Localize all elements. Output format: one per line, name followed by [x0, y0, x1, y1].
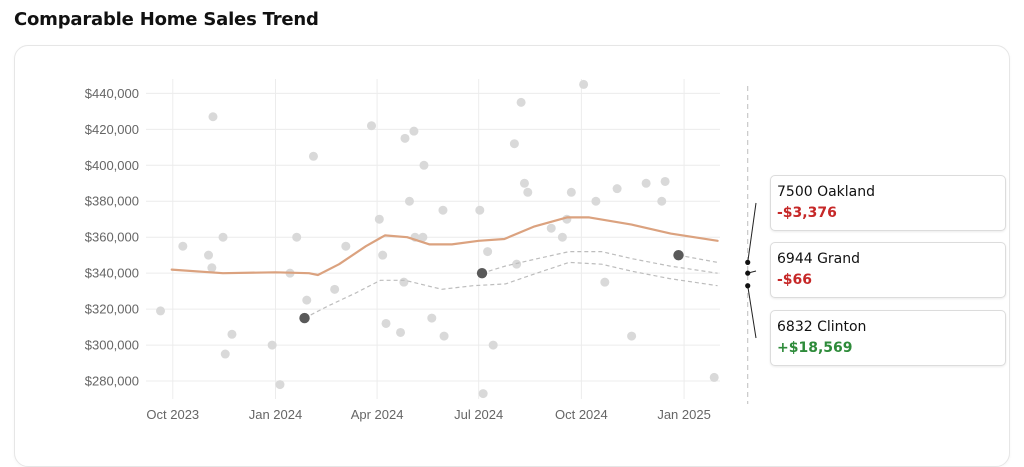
- sale-point: [330, 284, 340, 294]
- y-tick-label: $300,000: [85, 338, 139, 353]
- connector-line: [747, 285, 757, 339]
- sale-point: [519, 178, 529, 188]
- y-tick-label: $400,000: [85, 158, 139, 173]
- y-tick-label: $420,000: [85, 122, 139, 137]
- x-tick-label: Oct 2024: [555, 407, 608, 422]
- sale-point: [396, 327, 406, 337]
- sale-point: [427, 313, 437, 323]
- comparable-address: 7500 Oakland: [777, 184, 876, 200]
- chart-card: $280,000 $300,000 $320,000 $340,000 $360,000…: [14, 45, 1010, 467]
- sale-point: [275, 380, 285, 390]
- sale-point: [419, 160, 429, 170]
- sale-point: [409, 126, 419, 136]
- connector-line: [747, 202, 757, 263]
- connector-dot: [745, 259, 751, 265]
- comparable-price-difference: -$66: [777, 272, 813, 288]
- chart: $280,000 $300,000 $320,000 $340,000 $360,000…: [85, 79, 757, 422]
- y-tick-label: $340,000: [85, 266, 139, 281]
- sale-point: [374, 214, 384, 224]
- comparable-card-grand[interactable]: 6944 Grand -$66: [770, 242, 1006, 298]
- sale-point: [566, 187, 576, 197]
- y-tick-label: $380,000: [85, 194, 139, 209]
- sale-point: [399, 277, 409, 287]
- sale-point: [292, 232, 302, 242]
- x-tick-label: Jan 2025: [657, 407, 711, 422]
- comparable-sale-point: [673, 249, 684, 261]
- sale-point: [512, 259, 522, 269]
- sale-point: [207, 263, 217, 273]
- comparable-card-oakland[interactable]: 7500 Oakland -$3,376: [770, 175, 1006, 231]
- sale-point: [660, 176, 670, 186]
- sale-point: [591, 196, 601, 206]
- sale-point: [156, 306, 166, 316]
- sale-point: [220, 349, 230, 359]
- sale-point: [400, 133, 410, 143]
- sale-point: [579, 79, 589, 89]
- y-tick-label: $360,000: [85, 230, 139, 245]
- sale-point: [523, 187, 533, 197]
- sale-point: [404, 196, 414, 206]
- sale-point: [488, 340, 498, 350]
- x-tick-label: Apr 2024: [351, 407, 404, 422]
- sale-point: [308, 151, 318, 161]
- sale-point: [478, 389, 488, 399]
- sale-point: [627, 331, 637, 341]
- sale-point: [208, 112, 218, 122]
- y-tick-label: $320,000: [85, 302, 139, 317]
- sale-point: [178, 241, 188, 251]
- page-title: Comparable Home Sales Trend: [14, 9, 319, 30]
- comparable-card-clinton[interactable]: 6832 Clinton +$18,569: [770, 310, 1006, 366]
- sale-point: [267, 340, 277, 350]
- comparable-price-difference: -$3,376: [777, 205, 837, 221]
- sale-point: [600, 277, 610, 287]
- comparable-address: 6832 Clinton: [777, 319, 867, 335]
- sale-point: [709, 372, 719, 382]
- sale-point: [483, 247, 493, 257]
- connector-dot: [745, 270, 751, 276]
- comparable-price-difference: +$18,569: [777, 340, 853, 356]
- sale-point: [612, 184, 622, 194]
- comparable-sale-point: [476, 267, 488, 279]
- sale-point: [227, 329, 237, 339]
- comparison-line: [481, 251, 718, 274]
- sale-point: [367, 121, 377, 131]
- comparable-address: 6944 Grand: [777, 251, 861, 267]
- connector-dot: [745, 283, 751, 289]
- y-tick-label: $440,000: [85, 86, 139, 101]
- y-tick-label: $280,000: [85, 374, 139, 389]
- sale-point: [341, 241, 351, 251]
- sale-point: [438, 205, 448, 215]
- x-tick-label: Jan 2024: [249, 407, 303, 422]
- x-tick-label: Jul 2024: [454, 407, 503, 422]
- sale-point: [218, 232, 228, 242]
- comparison-line: [304, 261, 718, 319]
- sale-point: [439, 331, 449, 341]
- sale-point: [475, 205, 485, 215]
- sale-point: [509, 139, 519, 149]
- sale-point: [381, 318, 391, 328]
- sale-point: [302, 295, 312, 305]
- sale-point: [641, 178, 651, 188]
- sale-point: [546, 223, 556, 233]
- sale-point: [516, 97, 526, 107]
- sale-point: [418, 232, 428, 242]
- sale-point: [378, 250, 388, 260]
- comparable-sale-point: [299, 312, 310, 324]
- sale-point: [204, 250, 214, 260]
- sale-point: [557, 232, 567, 242]
- trend-line: [170, 216, 719, 277]
- x-tick-label: Oct 2023: [146, 407, 199, 422]
- sale-point: [657, 196, 667, 206]
